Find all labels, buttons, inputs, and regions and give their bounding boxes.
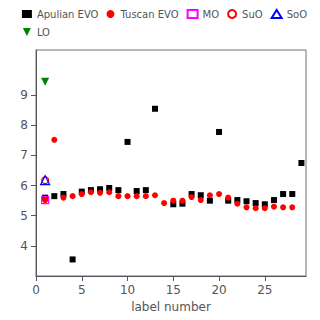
svg-text:SoO: SoO [287,9,307,20]
svg-text:5: 5 [20,209,28,223]
svg-text:20: 20 [211,283,226,297]
svg-text:10: 10 [120,283,135,297]
svg-text:9: 9 [20,88,28,102]
svg-text:15: 15 [166,283,181,297]
svg-text:label number: label number [131,300,211,314]
svg-text:5: 5 [78,283,86,297]
svg-text:MO: MO [203,9,220,20]
svg-text:LO: LO [37,27,50,38]
svg-text:7: 7 [20,148,28,162]
svg-text:0: 0 [32,283,40,297]
svg-text:Tuscan EVO: Tuscan EVO [119,9,178,20]
svg-text:8: 8 [20,118,28,132]
svg-text:SuO: SuO [242,9,263,20]
svg-text:Apulian EVO: Apulian EVO [37,9,99,20]
svg-text:4: 4 [20,239,28,253]
svg-text:6: 6 [20,179,28,193]
svg-text:25: 25 [257,283,272,297]
